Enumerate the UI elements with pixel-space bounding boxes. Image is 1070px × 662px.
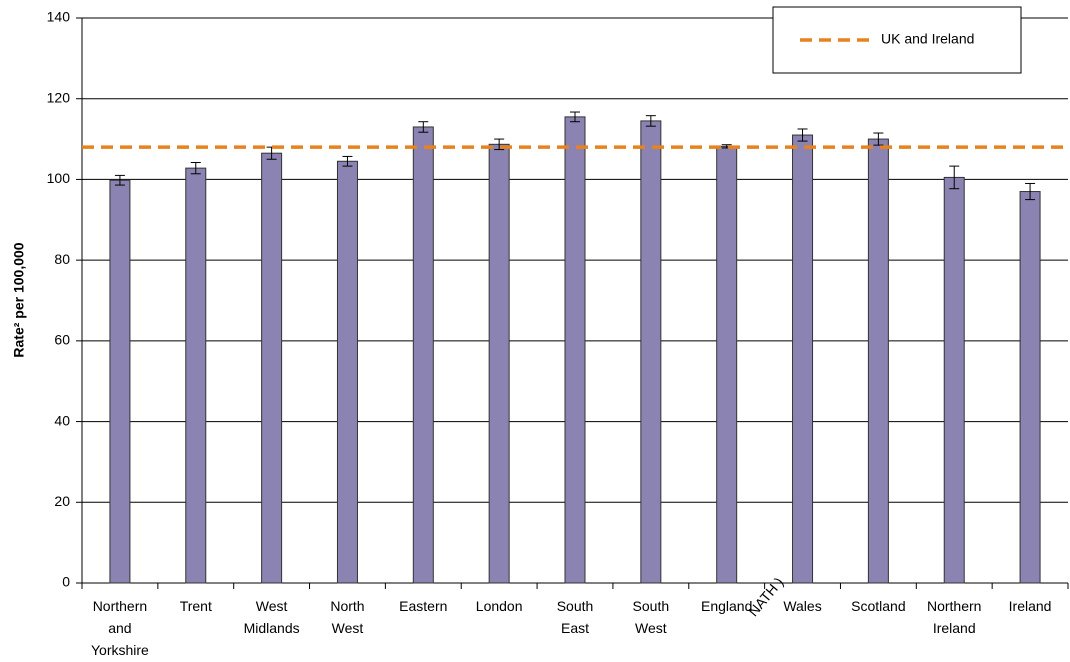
- x-tick-label: North West: [330, 598, 365, 636]
- bar: [109, 179, 131, 584]
- bar: [564, 116, 586, 584]
- error-bar: [114, 174, 125, 186]
- y-tick-label: 80: [54, 251, 70, 267]
- x-tick-label: Northern and Yorkshire: [90, 598, 149, 658]
- x-tick-label: England: [700, 598, 753, 614]
- error-bar: [570, 111, 580, 123]
- error-bar: [1025, 182, 1036, 201]
- x-tick-label: West Midlands: [243, 598, 300, 636]
- error-bar: [797, 128, 808, 142]
- x-tick-label: London: [475, 598, 523, 614]
- y-tick-label: 20: [54, 493, 70, 509]
- legend-box: [772, 6, 1022, 74]
- x-tick-label: Eastern: [399, 598, 448, 614]
- bar: [943, 176, 965, 584]
- error-bar: [645, 115, 656, 127]
- error-bar: [494, 138, 505, 151]
- y-tick-label: 60: [54, 332, 70, 348]
- y-tick-label: 120: [47, 89, 71, 105]
- error-bar: [418, 121, 429, 133]
- bar: [867, 138, 889, 584]
- error-bar: [342, 155, 353, 167]
- y-tick-label: 100: [47, 170, 71, 186]
- bar: [412, 126, 434, 584]
- y-tick-label: 0: [62, 574, 70, 590]
- bar: [640, 120, 662, 584]
- error-bar: [949, 165, 960, 190]
- bar: [336, 160, 358, 584]
- x-tick-label: Scotland: [851, 598, 906, 614]
- error-bar: [190, 161, 201, 175]
- bar: [716, 145, 738, 584]
- x-tick-label: Ireland: [1008, 598, 1052, 614]
- x-tick-label: Trent: [179, 598, 212, 614]
- bar: [1019, 191, 1041, 584]
- y-tick-label: 40: [54, 412, 70, 428]
- legend-label: UK and Ireland: [881, 31, 974, 47]
- y-tick-label: 140: [47, 9, 71, 25]
- x-tick-label: South West: [632, 598, 670, 636]
- bar: [185, 167, 207, 584]
- bar: [488, 143, 510, 584]
- x-tick-label: Wales: [783, 598, 822, 614]
- x-tick-label: South East: [556, 598, 594, 636]
- x-tick-label: Northern Ireland: [926, 598, 982, 636]
- bar: [261, 152, 283, 584]
- error-bar: [873, 132, 884, 146]
- y-axis-label: Rate² per 100,000: [11, 242, 27, 357]
- bar: [792, 134, 814, 584]
